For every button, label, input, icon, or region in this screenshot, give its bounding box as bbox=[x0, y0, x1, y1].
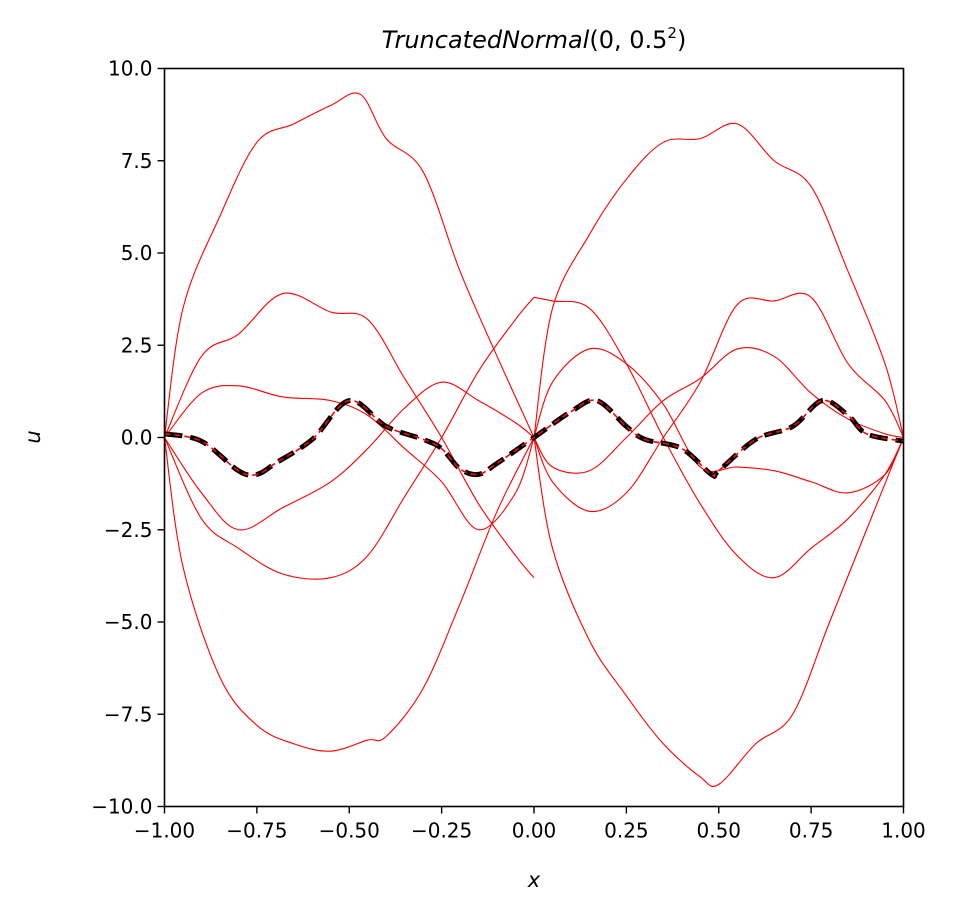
x-tick-label: −0.50 bbox=[319, 819, 380, 843]
y-tick-label: −10.0 bbox=[91, 795, 152, 819]
x-tick-label: −0.25 bbox=[411, 819, 472, 843]
x-tick-label: −0.75 bbox=[226, 819, 287, 843]
curves-layer bbox=[163, 92, 905, 788]
x-tick-label: 0.25 bbox=[604, 819, 649, 843]
x-tick-label: −1.00 bbox=[134, 819, 195, 843]
y-tick-label: 10.0 bbox=[108, 57, 153, 81]
sample-curve-9 bbox=[533, 296, 904, 579]
sample-curve-12 bbox=[533, 346, 904, 474]
x-tick-label: 0.75 bbox=[789, 819, 834, 843]
sample-curve-10 bbox=[533, 292, 904, 513]
sample-curve-8 bbox=[533, 437, 905, 788]
y-tick-label: −5.0 bbox=[104, 610, 153, 634]
sample-curve-1 bbox=[163, 92, 535, 438]
chart-title-italic: TruncatedNormal bbox=[382, 26, 590, 54]
reference-curve-overlay bbox=[164, 399, 904, 478]
x-tick-label: 0.50 bbox=[696, 819, 741, 843]
y-tick-label: 0.0 bbox=[121, 426, 153, 450]
sample-curve-7 bbox=[533, 122, 905, 438]
x-axis-label: x bbox=[527, 868, 541, 892]
y-tick-label: 5.0 bbox=[121, 241, 153, 265]
x-tick-label: 1.00 bbox=[881, 819, 926, 843]
chart-title-close: ) bbox=[677, 26, 686, 54]
chart-title: TruncatedNormal(0, 0.52) bbox=[382, 24, 687, 54]
y-tick-label: 2.5 bbox=[121, 333, 153, 357]
y-tick-label: 7.5 bbox=[121, 149, 153, 173]
sample-curve-5 bbox=[164, 384, 535, 531]
y-axis: −10.0 −7.5 −5.0 −2.5 0.0 2.5 5.0 7.5 10.0 bbox=[91, 57, 165, 819]
y-axis-label: u bbox=[21, 430, 45, 443]
y-tick-label: −7.5 bbox=[104, 702, 153, 726]
y-tick-label: −2.5 bbox=[104, 518, 153, 542]
sample-curve-4 bbox=[163, 296, 535, 580]
x-axis: −1.00 −0.75 −0.50 −0.25 0.00 0.25 0.50 0.75 1.00 bbox=[134, 806, 926, 843]
sample-curve-6 bbox=[164, 381, 535, 531]
x-tick-label: 0.00 bbox=[512, 819, 557, 843]
chart-title-superscript: 2 bbox=[667, 24, 677, 42]
sample-curve-3 bbox=[163, 292, 535, 579]
sample-curve-2 bbox=[163, 437, 535, 752]
chart-title-args: (0, 0.5 bbox=[589, 26, 667, 54]
